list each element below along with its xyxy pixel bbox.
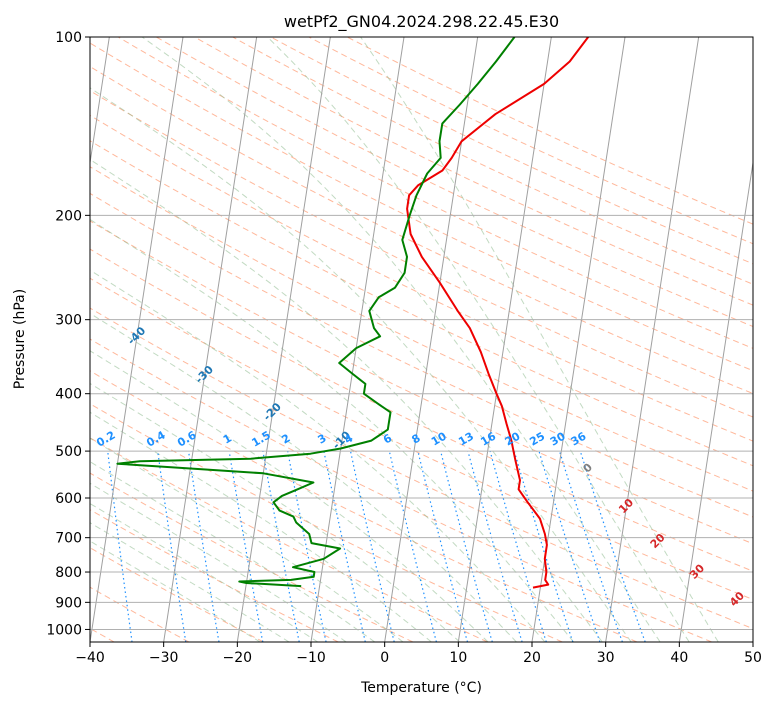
isotherm-line: [90, 37, 184, 642]
moist-adiabat-line: [90, 540, 261, 642]
dry-adiabat-line: [117, 37, 753, 349]
x-tick-label: 0: [380, 650, 389, 666]
y-axis-label: Pressure (hPa): [12, 289, 28, 389]
dry-adiabat-line: [156, 37, 753, 328]
moist-adiabat-line: [90, 218, 574, 642]
y-tick-label: 200: [55, 208, 82, 224]
x-tick-label: −10: [296, 650, 326, 666]
moist-adiabat-line: [90, 382, 461, 642]
dry-adiabat-line: [90, 42, 753, 372]
moist-adiabats: [90, 37, 719, 642]
dry-adiabat-line: [194, 37, 753, 306]
x-tick-label: 50: [744, 650, 762, 666]
dry-adiabat-line: [90, 220, 753, 545]
axis-ticks: −40 −30 −20 −10 0 10 20 30 40 50 100 200 300 400 500 60…: [46, 30, 762, 666]
chart-title: wetPf2_GN04.2024.298.22.45.E30: [284, 12, 559, 32]
mixing-ratio-line: [489, 450, 547, 642]
isotherm-line: [90, 37, 110, 167]
moist-adiabat-line: [90, 437, 404, 642]
x-tick-label: 30: [597, 650, 615, 666]
x-tick-label: −40: [75, 650, 105, 666]
moist-adiabat-line: [90, 522, 290, 642]
sounding-series: [116, 37, 589, 589]
isotherm-line: [678, 159, 753, 642]
isotherm-line: [163, 37, 258, 642]
moist-adiabat-line: [141, 37, 661, 642]
isotherm-line: [236, 37, 331, 642]
isotherm-line: [605, 37, 700, 642]
isotherms: [90, 37, 753, 642]
x-axis-label: Temperature (°C): [360, 680, 482, 696]
y-tick-label: 400: [55, 387, 82, 403]
dewpoint-profile-line: [116, 37, 516, 588]
pressure-gridlines: [90, 37, 753, 630]
mixing-ratio-line: [538, 450, 601, 642]
y-tick-label: 500: [55, 444, 82, 460]
x-tick-label: −30: [149, 650, 179, 666]
y-tick-label: 100: [55, 30, 82, 46]
x-tick-label: −20: [223, 650, 253, 666]
x-tick-label: 40: [670, 650, 688, 666]
y-tick-label: 600: [55, 491, 82, 507]
mixing-ratio-line: [513, 450, 574, 642]
dry-adiabat-line: [90, 338, 712, 642]
moist-adiabat-line: [267, 37, 690, 642]
dry-adiabat-line: [270, 37, 753, 265]
y-tick-label: 300: [55, 313, 82, 329]
dry-adiabat-line: [308, 37, 753, 245]
y-tick-label: 700: [55, 531, 82, 547]
moist-adiabat-line: [90, 87, 632, 642]
y-tick-label: 1000: [46, 622, 82, 638]
y-tick-label: 900: [55, 595, 82, 611]
mixing-ratio-line: [228, 451, 264, 642]
moist-adiabat-line: [90, 158, 603, 642]
x-tick-label: 20: [523, 650, 541, 666]
dry-adiabat-line: [90, 248, 753, 572]
isotherm-line: [531, 37, 626, 642]
mixing-ratio-line: [157, 451, 187, 642]
dry-adiabat-line: [90, 472, 414, 642]
dry-adiabat-line: [90, 437, 488, 642]
mixing-ratio-line: [467, 450, 523, 642]
plot-frame: [89, 36, 754, 643]
y-tick-label: 800: [55, 565, 82, 581]
mixing-ratio-line: [187, 451, 220, 642]
moist-adiabat-line: [90, 482, 347, 642]
x-tick-label: 10: [449, 650, 467, 666]
isotherm-line: [457, 37, 552, 642]
isotherm-line: [310, 37, 405, 642]
temperature-profile-line: [406, 37, 589, 589]
isotherm-line: [384, 37, 479, 642]
moist-adiabat-line: [90, 461, 376, 642]
